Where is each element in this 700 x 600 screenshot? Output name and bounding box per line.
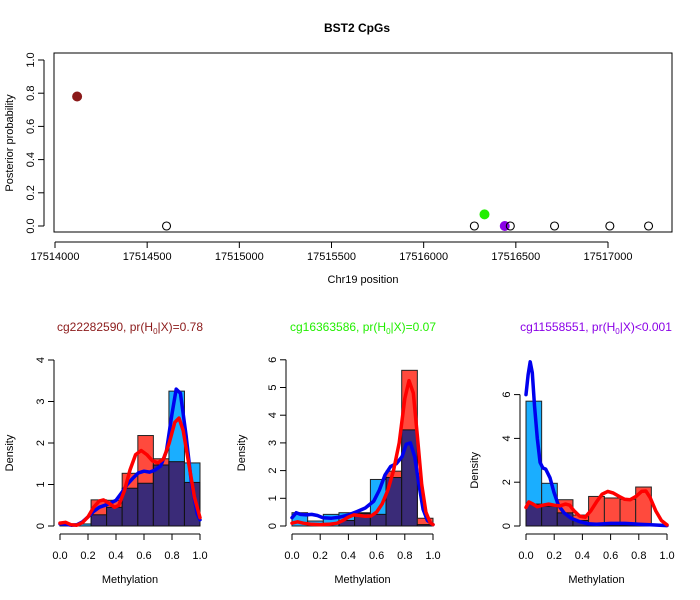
y-tick-label: 0.4 [25,152,37,167]
x-tick-label: 0.4 [575,550,590,562]
x-tick-label: 1.0 [425,550,440,562]
y-tick-label: 2 [501,479,513,485]
panel-title-subscript: 0 [386,327,391,336]
data-point-open [469,221,479,231]
blue-density-curve [290,441,435,527]
y-tick-label: 1 [35,481,47,487]
x-tick-label: 0.8 [397,550,412,562]
x-axis-label: Methylation [102,574,158,586]
x-tick-label: 0.6 [136,550,151,562]
histogram-panel-cg16363586: cg16363586, pr(H0|X)=0.070.0 0.2 0.4 0.6 0.8… [236,320,441,586]
y-axis-label: Density [4,434,16,471]
panel-title-text: cg22282590, pr(H [57,320,153,334]
y-tick-label: 4 [501,435,513,441]
y-axis-label: Density [469,451,481,488]
x-tick-label: 0.2 [80,550,95,562]
y-tick-label: 1 [267,495,279,501]
histogram-panel-cg22282590: cg22282590, pr(H0|X)=0.780.0 0.2 0.4 0.6 0.8… [4,320,208,586]
x-axis-label: Chr19 position [328,274,399,286]
x-tick-label: 0.4 [341,550,356,562]
red-density-curve [524,489,669,527]
y-tick-label: 6 [267,357,279,363]
x-axis-label: Methylation [568,574,624,586]
x-tick-label: 17516500 [491,251,540,263]
bar-overlap [541,505,558,527]
y-axis-label: Posterior probability [4,94,16,192]
y-tick-label: 0.6 [25,119,37,134]
y-tick-label: 3 [267,440,279,446]
x-tick-label: 0.4 [108,550,123,562]
x-tick-label: 0.2 [547,550,562,562]
x-tick-label: 0.0 [518,550,533,562]
figure-title: BST2 CpGs [324,21,390,35]
y-tick-label: 4 [35,357,47,363]
x-tick-label: 1.0 [659,550,674,562]
x-tick-label: 17515500 [307,251,356,263]
panel-title-subscript: 0 [615,327,620,336]
bars [525,400,668,527]
x-tick-label: 17516000 [399,251,448,263]
panel-title-subscript: 0 [153,327,158,336]
data-point-open [505,221,515,231]
y-tick-label: 2 [35,440,47,446]
x-tick-label: 0.8 [164,550,179,562]
y-axis: 0.0 0.2 0.4 0.6 0.8 1.0 [25,52,45,234]
data-point-open [605,221,615,231]
x-tick-label: 17514500 [123,251,172,263]
y-tick-label: 6 [501,392,513,398]
x-tick-label: 0.8 [631,550,646,562]
panel-title-text: |X)=0.78 [158,320,204,334]
y-tick-label: 1.0 [25,52,37,67]
panel-title-text: |X)=0.07 [391,320,437,334]
y-tick-label: 0 [267,523,279,529]
x-tick-label: 17515000 [215,251,264,263]
panel-title-text: cg11558551, pr(H [520,320,615,334]
red-density-curve [290,378,435,527]
x-tick-label: 0.0 [52,550,67,562]
y-tick-label: 0.2 [25,185,37,200]
y-tick-label: 3 [35,398,47,404]
x-tick-label: 0.0 [284,550,299,562]
data-point-open [161,221,172,231]
y-tick-label: 5 [267,384,279,390]
x-tick-label: 1.0 [192,550,207,562]
panel-title-text: cg16363586, pr(H [290,320,386,334]
red-density-curve [58,416,202,527]
y-tick-label: 0.0 [25,218,37,233]
bar-overlap [152,464,170,527]
position-scatter-plot: 17514000 17514500 17515000 17515500 17516000… [4,52,673,286]
y-tick-label: 4 [267,412,279,418]
bars [59,390,201,527]
data-points [72,91,654,231]
y-tick-label: 0.8 [25,86,37,101]
bar-overlap [90,514,108,527]
x-tick-label: 0.6 [603,550,618,562]
y-tick-label: 2 [267,468,279,474]
x-tick-label: 0.2 [313,550,328,562]
blue-density-curve [524,360,669,528]
plot-frame [53,52,673,233]
bar-overlap [137,482,154,527]
x-tick-label: 17514000 [31,251,80,263]
y-tick-label: 0 [501,523,513,529]
bar-overlap [106,506,123,527]
data-point-filled [72,91,83,102]
y-tick-label: 0 [35,523,47,529]
data-point-filled [479,209,490,220]
x-axis: 17514000 17514500 17515000 17515500 17516000… [31,241,633,263]
panel-title: cg22282590, pr(H0|X)=0.78 [57,320,203,336]
panel-title: cg16363586, pr(H0|X)=0.07 [290,320,436,336]
data-point-open [549,221,560,231]
y-axis-label: Density [236,434,248,471]
x-axis-label: Methylation [334,574,390,586]
bar-overlap [168,461,185,527]
x-tick-label: 0.6 [369,550,384,562]
panel-title-text: |X)<0.001 [620,320,672,334]
x-tick-label: 17517000 [584,251,633,263]
data-point-open [644,221,654,231]
panel-title: cg11558551, pr(H0|X)<0.001 [520,320,672,336]
